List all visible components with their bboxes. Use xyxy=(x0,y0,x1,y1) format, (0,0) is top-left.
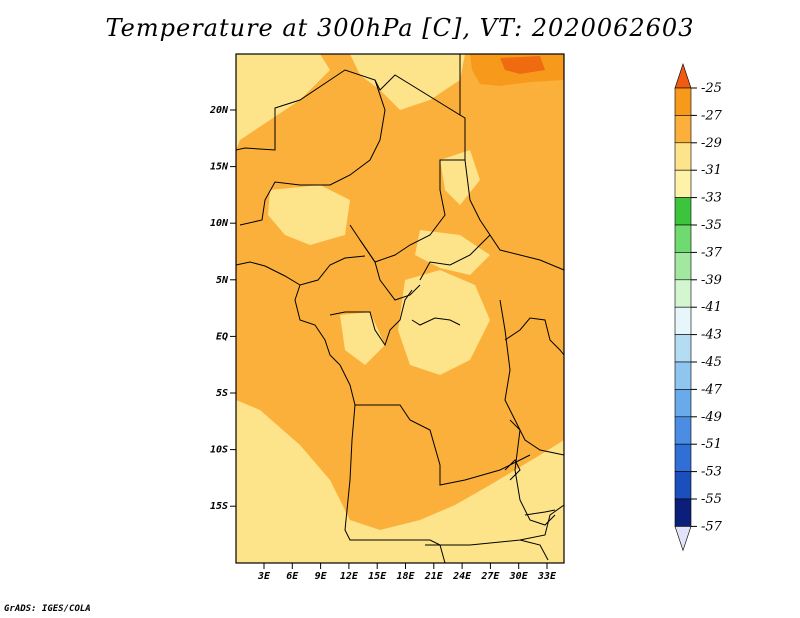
colorbar-swatch xyxy=(674,224,692,253)
colorbar-label: -45 xyxy=(701,355,722,370)
colorbar-swatch xyxy=(674,334,692,363)
temperature-field xyxy=(236,54,564,563)
lat-label: 5S xyxy=(216,388,228,399)
lon-label: 30E xyxy=(509,571,529,582)
colorbar-swatch xyxy=(674,416,692,445)
colorbar-bottom-arrow xyxy=(674,526,692,552)
colorbar-label: -43 xyxy=(701,328,722,343)
colorbar-swatch xyxy=(674,87,692,116)
lat-label: 10S xyxy=(210,445,228,456)
country-borders xyxy=(235,54,565,564)
field-cool-cameroon xyxy=(415,230,490,275)
map-frame xyxy=(235,53,565,564)
colorbar-label: -47 xyxy=(701,382,723,397)
field-cool-nigeria xyxy=(268,185,350,245)
colorbar-swatch xyxy=(674,389,692,418)
latitude-axis: 20N 15N 10N 5N EQ 5S 10S 15S xyxy=(209,105,236,512)
field-cool-sahara xyxy=(350,54,465,110)
colorbar-swatch xyxy=(674,443,692,472)
colorbar-swatch xyxy=(674,142,692,171)
field-cool-north xyxy=(236,54,330,150)
colorbar-label: -37 xyxy=(701,245,723,260)
colorbar: -25 -27 -29 -31 -33 -35 -37 -39 -41 -43 -45 -47 -49 -… xyxy=(674,63,723,552)
lat-label: 10N xyxy=(210,218,229,229)
lon-label: 21E xyxy=(424,571,444,582)
field-warmest-northeast xyxy=(500,56,545,74)
field-cool-center xyxy=(398,270,490,375)
colorbar-label: -31 xyxy=(701,163,722,178)
colorbar-label: -53 xyxy=(701,465,722,480)
colorbar-label: -39 xyxy=(701,273,722,288)
colorbar-label: -33 xyxy=(701,191,722,206)
lon-label: 33E xyxy=(537,571,557,582)
lon-label: 9E xyxy=(315,571,328,582)
colorbar-swatch xyxy=(674,115,692,144)
lon-label: 18E xyxy=(396,571,415,582)
colorbar-label: -29 xyxy=(701,136,722,151)
longitude-axis: 3E 6E 9E 12E 15E 18E 21E 24E 27E 30E 33E xyxy=(257,563,557,582)
map-title: Temperature at 300hPa [C], VT: 202006260… xyxy=(105,14,695,42)
lat-label: 20N xyxy=(209,105,229,116)
lon-label: 15E xyxy=(368,571,387,582)
colorbar-top-arrow xyxy=(674,63,692,89)
colorbar-label: -41 xyxy=(701,300,722,315)
lon-label: 27E xyxy=(480,571,500,582)
lat-label: 15S xyxy=(210,501,228,512)
colorbar-label: -49 xyxy=(701,410,722,425)
lon-label: 12E xyxy=(340,571,359,582)
field-cool-chad xyxy=(440,150,480,205)
colorbar-swatch xyxy=(674,169,692,198)
lat-label: 5N xyxy=(216,275,229,286)
lon-label: 6E xyxy=(286,571,299,582)
lon-label: 24E xyxy=(452,571,472,582)
colorbar-label: -57 xyxy=(701,519,723,534)
colorbar-label: -25 xyxy=(701,81,722,96)
colorbar-swatch xyxy=(674,498,692,527)
colorbar-swatch xyxy=(674,306,692,335)
lat-label: EQ xyxy=(216,331,228,342)
colorbar-swatch xyxy=(674,197,692,226)
colorbar-swatch xyxy=(674,279,692,308)
colorbar-label: -27 xyxy=(701,108,723,123)
colorbar-swatch xyxy=(674,252,692,281)
colorbar-swatch xyxy=(674,471,692,500)
lat-label: 15N xyxy=(210,162,229,173)
colorbar-label: -35 xyxy=(701,218,722,233)
grads-credit: GrADS: IGES/COLA xyxy=(4,604,91,614)
lon-label: 3E xyxy=(257,571,271,582)
field-cool-southwest xyxy=(236,400,564,563)
colorbar-label: -51 xyxy=(701,437,722,452)
colorbar-swatch xyxy=(674,361,692,390)
colorbar-label: -55 xyxy=(701,492,722,507)
